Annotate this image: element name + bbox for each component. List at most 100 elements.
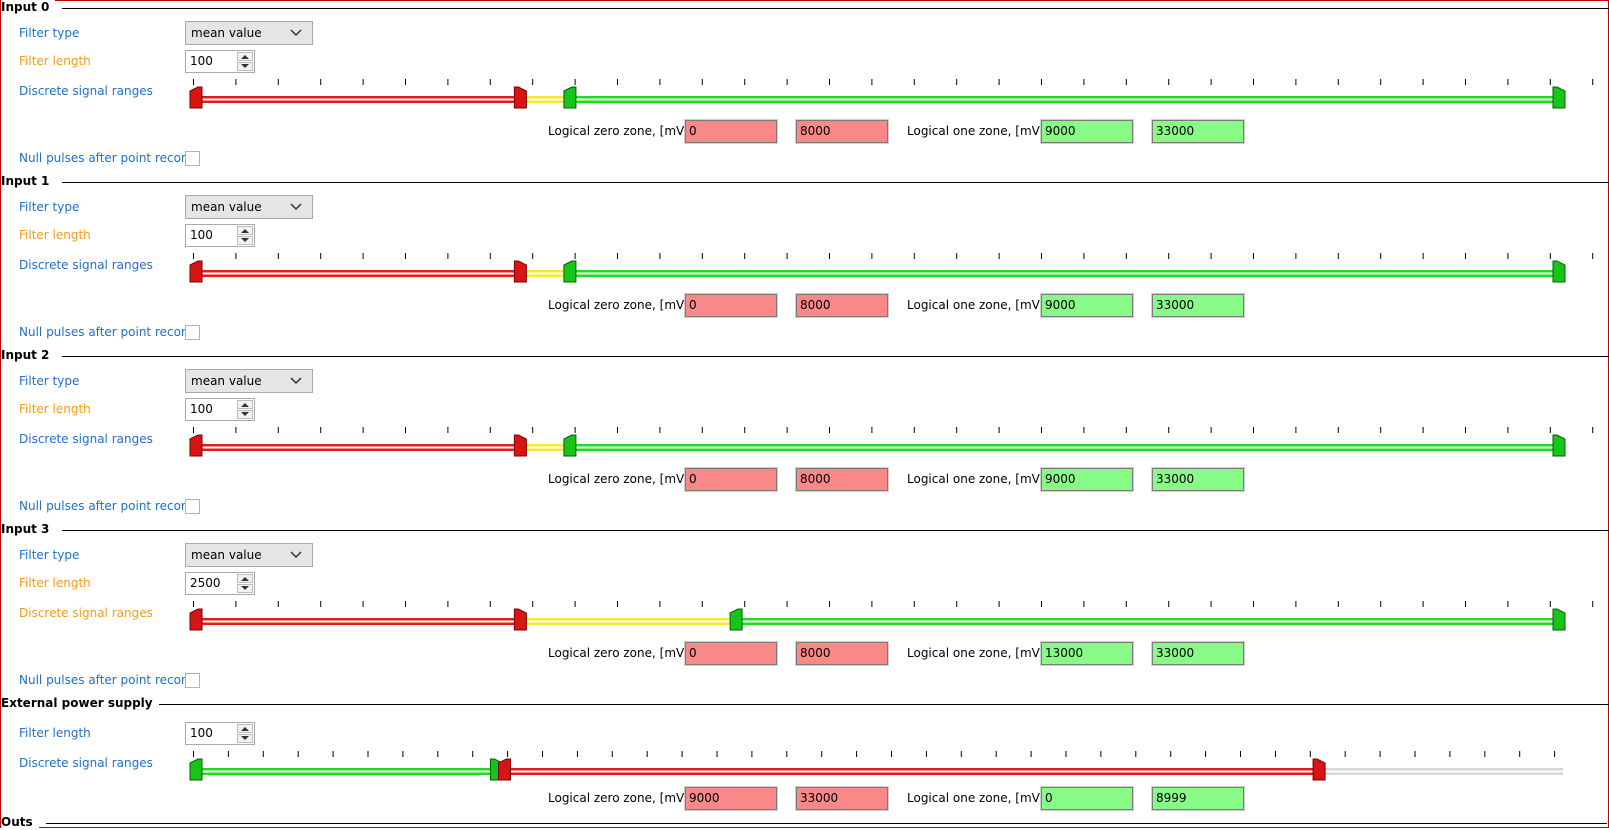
range-handle-green[interactable] bbox=[563, 260, 577, 283]
range-handle-green[interactable] bbox=[1552, 608, 1566, 631]
range-handle-green[interactable] bbox=[729, 608, 743, 631]
range-handle-red[interactable] bbox=[189, 608, 203, 631]
range-handle-green[interactable] bbox=[563, 434, 577, 457]
range-handle-red[interactable] bbox=[189, 86, 203, 109]
logical-one-zone-label: Logical one zone, [mV] bbox=[907, 298, 1045, 312]
zero-zone-max-value: 8000 bbox=[800, 124, 831, 138]
spin-up-button[interactable] bbox=[237, 226, 253, 235]
one-zone-min-input[interactable]: 9000 bbox=[1040, 467, 1134, 492]
external-power-supply-group: External power supply Filter length 100 Dis… bbox=[0, 696, 1609, 814]
filter-type-select[interactable]: mean value bbox=[185, 21, 313, 45]
range-handle-red[interactable] bbox=[1312, 758, 1326, 781]
one-zone-max-input[interactable]: 33000 bbox=[1151, 467, 1245, 492]
zero-zone-max-input[interactable]: 8000 bbox=[795, 467, 889, 492]
spin-down-button[interactable] bbox=[237, 410, 253, 419]
signal-range-slider[interactable] bbox=[0, 599, 1609, 639]
one-zone-max-input[interactable]: 33000 bbox=[1151, 293, 1245, 318]
arrow-up-icon bbox=[241, 403, 249, 407]
one-zone-max-input[interactable]: 33000 bbox=[1151, 119, 1245, 144]
arrow-down-icon bbox=[241, 586, 249, 590]
discrete-signal-ranges-label: Discrete signal ranges bbox=[19, 606, 153, 620]
logical-zero-zone-label: Logical zero zone, [mV] bbox=[548, 298, 689, 312]
filter-length-spinbox[interactable]: 100 bbox=[185, 398, 255, 421]
range-handle-green[interactable] bbox=[1552, 434, 1566, 457]
filter-length-label: Filter length bbox=[19, 54, 91, 68]
range-handle-green[interactable] bbox=[1552, 86, 1566, 109]
filter-length-spinbox[interactable]: 2500 bbox=[185, 572, 255, 595]
chevron-down-icon bbox=[289, 25, 303, 39]
filter-type-select[interactable]: mean value bbox=[185, 369, 313, 393]
spin-up-button[interactable] bbox=[237, 574, 253, 583]
group-separator bbox=[62, 530, 1609, 531]
range-handle-red[interactable] bbox=[513, 260, 527, 283]
one-zone-min-value: 9000 bbox=[1045, 472, 1076, 486]
spin-down-button[interactable] bbox=[237, 62, 253, 71]
one-zone-min-input[interactable]: 9000 bbox=[1040, 293, 1134, 318]
zero-zone-max-input[interactable]: 33000 bbox=[795, 786, 889, 811]
null-pulses-checkbox[interactable] bbox=[185, 673, 200, 688]
null-pulses-checkbox[interactable] bbox=[185, 499, 200, 514]
range-handle-red[interactable] bbox=[513, 608, 527, 631]
range-handle-red[interactable] bbox=[513, 434, 527, 457]
one-zone-max-value: 33000 bbox=[1156, 472, 1195, 486]
one-zone-max-input[interactable]: 8999 bbox=[1151, 786, 1245, 811]
spin-down-button[interactable] bbox=[237, 734, 253, 743]
logical-one-zone-label: Logical one zone, [mV] bbox=[907, 646, 1045, 660]
range-handle-red[interactable] bbox=[189, 260, 203, 283]
range-segment-highlight bbox=[500, 770, 1324, 773]
range-handle-red[interactable] bbox=[513, 86, 527, 109]
spin-up-button[interactable] bbox=[237, 52, 253, 61]
null-pulses-checkbox[interactable] bbox=[185, 151, 200, 166]
one-zone-min-input[interactable]: 13000 bbox=[1040, 641, 1134, 666]
filter-length-label: Filter length bbox=[19, 402, 91, 416]
spin-down-button[interactable] bbox=[237, 584, 253, 593]
spin-up-button[interactable] bbox=[237, 400, 253, 409]
filter-length-spinbox[interactable]: 100 bbox=[185, 722, 255, 745]
arrow-down-icon bbox=[241, 736, 249, 740]
zero-zone-max-value: 8000 bbox=[800, 298, 831, 312]
logical-zero-zone-label: Logical zero zone, [mV] bbox=[548, 124, 689, 138]
filter-length-value: 100 bbox=[190, 54, 213, 68]
zero-zone-max-input[interactable]: 8000 bbox=[795, 293, 889, 318]
zero-zone-min-input[interactable]: 0 bbox=[684, 119, 778, 144]
input-group-2: Input 2 Filter type mean value Filter lengt… bbox=[0, 348, 1609, 522]
range-handle-green[interactable] bbox=[189, 758, 203, 781]
filter-type-value: mean value bbox=[191, 200, 262, 214]
zero-zone-min-input[interactable]: 0 bbox=[684, 467, 778, 492]
range-handle-green[interactable] bbox=[563, 86, 577, 109]
zero-zone-max-input[interactable]: 8000 bbox=[795, 119, 889, 144]
signal-range-slider[interactable] bbox=[0, 749, 1609, 789]
zero-zone-max-input[interactable]: 8000 bbox=[795, 641, 889, 666]
filter-type-select[interactable]: mean value bbox=[185, 543, 313, 567]
spin-down-button[interactable] bbox=[237, 236, 253, 245]
logical-one-zone-label: Logical one zone, [mV] bbox=[907, 791, 1045, 805]
signal-range-slider[interactable] bbox=[0, 77, 1609, 117]
filter-type-label: Filter type bbox=[19, 200, 80, 214]
group-separator bbox=[157, 704, 1609, 705]
range-handle-green[interactable] bbox=[1552, 260, 1566, 283]
filter-type-select[interactable]: mean value bbox=[185, 195, 313, 219]
zero-zone-min-input[interactable]: 0 bbox=[684, 293, 778, 318]
signal-range-slider[interactable] bbox=[0, 251, 1609, 291]
filter-type-label: Filter type bbox=[19, 374, 80, 388]
zero-zone-min-input[interactable]: 9000 bbox=[684, 786, 778, 811]
filter-length-spinbox[interactable]: 100 bbox=[185, 224, 255, 247]
signal-range-slider[interactable] bbox=[0, 425, 1609, 465]
one-zone-max-input[interactable]: 33000 bbox=[1151, 641, 1245, 666]
range-handle-red[interactable] bbox=[497, 758, 511, 781]
one-zone-min-input[interactable]: 9000 bbox=[1040, 119, 1134, 144]
arrow-down-icon bbox=[241, 412, 249, 416]
null-pulses-label: Null pulses after point record bbox=[19, 325, 194, 339]
null-pulses-label: Null pulses after point record bbox=[19, 151, 194, 165]
null-pulses-checkbox[interactable] bbox=[185, 325, 200, 340]
arrow-up-icon bbox=[241, 577, 249, 581]
spin-up-button[interactable] bbox=[237, 724, 253, 733]
one-zone-min-value: 9000 bbox=[1045, 124, 1076, 138]
one-zone-min-input[interactable]: 0 bbox=[1040, 786, 1134, 811]
zero-zone-min-input[interactable]: 0 bbox=[684, 641, 778, 666]
zero-zone-max-value: 8000 bbox=[800, 472, 831, 486]
one-zone-max-value: 33000 bbox=[1156, 298, 1195, 312]
filter-length-spinbox[interactable]: 100 bbox=[185, 50, 255, 73]
range-handle-red[interactable] bbox=[189, 434, 203, 457]
filter-length-value: 100 bbox=[190, 228, 213, 242]
